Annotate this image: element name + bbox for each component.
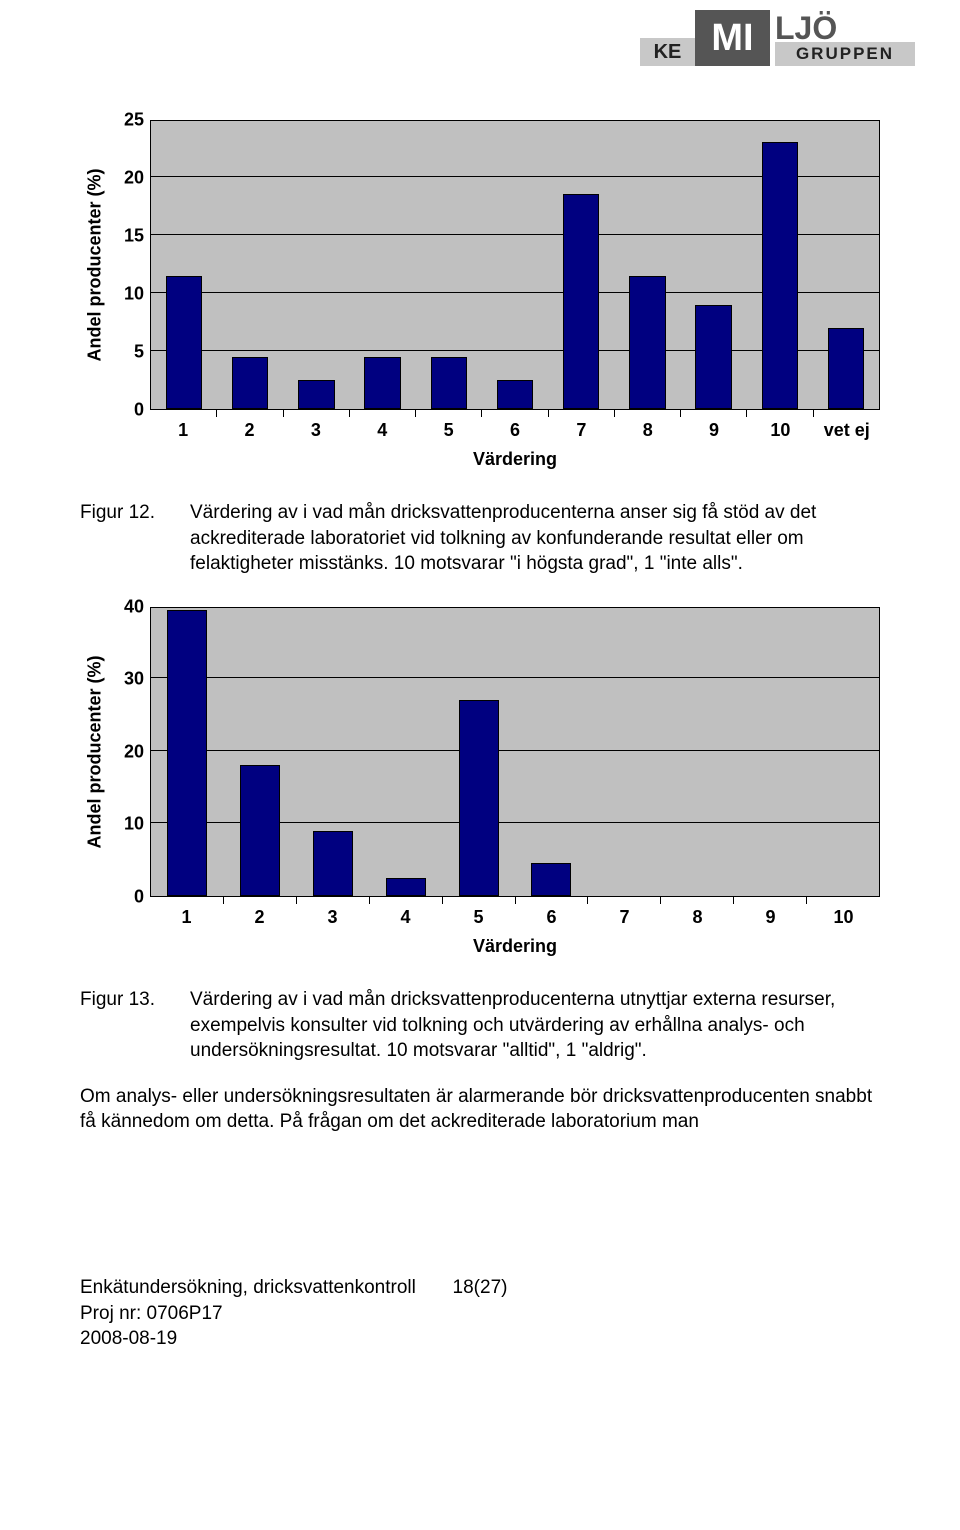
- xtick-label: 8: [615, 420, 681, 441]
- bar: [459, 700, 499, 896]
- logo-ke: KE: [640, 38, 695, 66]
- brand-logo: KE MI LJÖ GRUPPEN: [640, 10, 920, 80]
- chart1-xlabels: 12345678910vet ej: [150, 420, 880, 441]
- bar: [386, 878, 426, 896]
- ytick-label: 20: [124, 741, 144, 762]
- ytick-label: 30: [124, 669, 144, 690]
- xtick-label: 2: [216, 420, 282, 441]
- chart-figure-13: Andel producenter (%) 010203040 12345678…: [80, 607, 880, 957]
- bar: [298, 380, 334, 409]
- xtick-label: 5: [415, 420, 481, 441]
- bar: [313, 831, 353, 896]
- chart2-xlabel: Värdering: [150, 936, 880, 957]
- bar: [629, 276, 665, 409]
- footer-line2: Proj nr: 0706P17: [80, 1301, 880, 1327]
- xtick-label: 3: [283, 420, 349, 441]
- chart1-xlabel: Värdering: [150, 449, 880, 470]
- xtick-label: 5: [442, 907, 515, 928]
- bar: [762, 142, 798, 409]
- xtick-label: 3: [296, 907, 369, 928]
- xtick-label: vet ej: [814, 420, 880, 441]
- ytick-label: 0: [134, 400, 144, 421]
- xtick-label: 7: [548, 420, 614, 441]
- xtick-label: 1: [150, 420, 216, 441]
- chart2-plot: [150, 607, 880, 897]
- xtick-label: 2: [223, 907, 296, 928]
- xtick-label: 9: [681, 420, 747, 441]
- chart2-ylabel: Andel producenter (%): [85, 655, 106, 848]
- xtick-label: 10: [807, 907, 880, 928]
- chart-figure-12: Andel producenter (%) 0510152025 1234567…: [80, 120, 880, 470]
- bar: [531, 863, 571, 896]
- caption-label: Figur 12.: [80, 500, 190, 577]
- chart1-ylabel: Andel producenter (%): [85, 168, 106, 361]
- chart2-yticks: 010203040: [110, 607, 150, 897]
- caption-figure-13: Figur 13. Värdering av i vad mån dricksv…: [80, 987, 880, 1064]
- bar: [364, 357, 400, 409]
- chart1-yticks: 0510152025: [110, 120, 150, 410]
- xtick-label: 9: [734, 907, 807, 928]
- xtick-label: 4: [369, 907, 442, 928]
- caption-text: Värdering av i vad mån dricksvattenprodu…: [190, 987, 880, 1064]
- bar: [166, 276, 202, 409]
- logo-mi: MI: [695, 10, 770, 66]
- ytick-label: 0: [134, 886, 144, 907]
- caption-figure-12: Figur 12. Värdering av i vad mån dricksv…: [80, 500, 880, 577]
- bar: [167, 610, 207, 896]
- ytick-label: 10: [124, 284, 144, 305]
- bar: [240, 765, 280, 896]
- ytick-label: 5: [134, 342, 144, 363]
- ytick-label: 15: [124, 226, 144, 247]
- xtick-label: 6: [515, 907, 588, 928]
- xtick-label: 1: [150, 907, 223, 928]
- ytick-label: 10: [124, 814, 144, 835]
- body-paragraph: Om analys- eller undersökningsresultaten…: [80, 1084, 880, 1135]
- footer-pagenum: 18(27): [453, 1275, 508, 1301]
- xtick-label: 10: [747, 420, 813, 441]
- chart2-xlabels: 12345678910: [150, 907, 880, 928]
- footer-line3: 2008-08-19: [80, 1326, 880, 1352]
- ytick-label: 20: [124, 168, 144, 189]
- bar: [695, 305, 731, 409]
- bar: [563, 194, 599, 409]
- bar: [828, 328, 864, 409]
- bar: [431, 357, 467, 409]
- chart1-plot: [150, 120, 880, 410]
- bar: [497, 380, 533, 409]
- caption-label: Figur 13.: [80, 987, 190, 1064]
- ytick-label: 40: [124, 596, 144, 617]
- bar: [232, 357, 268, 409]
- xtick-label: 4: [349, 420, 415, 441]
- page-footer: Enkätundersökning, dricksvattenkontroll …: [80, 1275, 880, 1352]
- xtick-label: 6: [482, 420, 548, 441]
- logo-gruppen: GRUPPEN: [775, 42, 915, 66]
- caption-text: Värdering av i vad mån dricksvattenprodu…: [190, 500, 880, 577]
- xtick-label: 8: [661, 907, 734, 928]
- ytick-label: 25: [124, 110, 144, 131]
- xtick-label: 7: [588, 907, 661, 928]
